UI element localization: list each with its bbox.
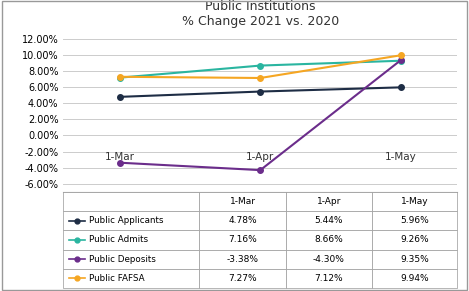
- Bar: [372, 250, 457, 269]
- Text: 1-Apr: 1-Apr: [317, 197, 341, 206]
- Text: 1-Mar: 1-Mar: [229, 197, 256, 206]
- Title: Public Institutions
% Change 2021 vs. 2020: Public Institutions % Change 2021 vs. 20…: [182, 0, 339, 28]
- Text: 5.96%: 5.96%: [400, 216, 429, 225]
- Text: Public FAFSA: Public FAFSA: [89, 274, 144, 283]
- Bar: [63, 269, 199, 288]
- Bar: [199, 192, 286, 211]
- Text: 9.94%: 9.94%: [400, 274, 429, 283]
- Text: -4.30%: -4.30%: [313, 255, 345, 264]
- Text: 1-May: 1-May: [385, 152, 417, 162]
- Bar: [372, 269, 457, 288]
- Bar: [63, 230, 199, 250]
- Bar: [286, 250, 372, 269]
- Bar: [63, 250, 199, 269]
- Text: 5.44%: 5.44%: [315, 216, 343, 225]
- Bar: [199, 211, 286, 230]
- Bar: [199, 250, 286, 269]
- Text: Public Applicants: Public Applicants: [89, 216, 163, 225]
- Text: 7.12%: 7.12%: [315, 274, 343, 283]
- Text: Public Deposits: Public Deposits: [89, 255, 156, 264]
- Bar: [286, 269, 372, 288]
- Bar: [286, 211, 372, 230]
- Bar: [199, 269, 286, 288]
- Bar: [286, 230, 372, 250]
- Bar: [199, 230, 286, 250]
- Bar: [372, 192, 457, 211]
- Text: Public Admits: Public Admits: [89, 235, 148, 244]
- Text: 4.78%: 4.78%: [228, 216, 257, 225]
- Text: 1-Apr: 1-Apr: [246, 152, 274, 162]
- Text: 1-Mar: 1-Mar: [105, 152, 135, 162]
- Bar: [372, 211, 457, 230]
- Text: 8.66%: 8.66%: [315, 235, 343, 244]
- Bar: [372, 230, 457, 250]
- Text: 7.16%: 7.16%: [228, 235, 257, 244]
- Bar: [63, 211, 199, 230]
- Bar: [286, 192, 372, 211]
- Text: 9.26%: 9.26%: [400, 235, 429, 244]
- Bar: [63, 192, 199, 211]
- Text: 1-May: 1-May: [401, 197, 428, 206]
- Text: 9.35%: 9.35%: [400, 255, 429, 264]
- Text: 7.27%: 7.27%: [228, 274, 257, 283]
- Text: -3.38%: -3.38%: [227, 255, 258, 264]
